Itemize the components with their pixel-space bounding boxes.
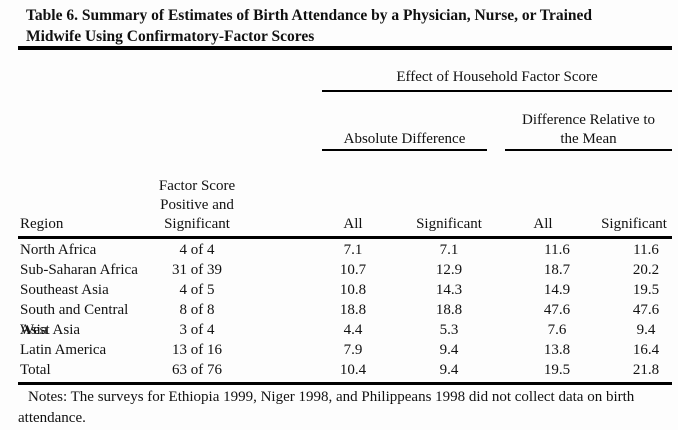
value-cell: 47.6 <box>632 302 660 318</box>
table-row: West Asia 3 of 4 4.4 5.3 7.6 9.4 <box>18 320 672 340</box>
value-cell: 5.3 <box>439 322 459 338</box>
subheader-difference-relative-to-mean-label: Difference Relative to the Mean <box>522 112 655 147</box>
value-cell: 13 of 16 <box>172 342 222 358</box>
value-cell: 4 of 5 <box>179 282 215 298</box>
region-cell: Latin America <box>20 342 107 358</box>
value-cell: 9.4 <box>636 322 656 338</box>
value-cell: 12.9 <box>435 262 463 278</box>
title-rule <box>18 46 672 50</box>
column-header-region: Region <box>20 216 64 232</box>
table-title: Table 6. Summary of Estimates of Birth A… <box>26 5 671 47</box>
value-cell: 10.7 <box>339 262 367 278</box>
value-cell: 4.4 <box>343 322 363 338</box>
subheader-absolute-difference-label: Absolute Difference <box>343 131 466 147</box>
table-body: North Africa 4 of 4 7.1 7.1 11.6 11.6 Sub-Saha… <box>18 240 672 380</box>
value-cell: 21.8 <box>632 362 660 378</box>
value-cell: 7.1 <box>343 242 363 258</box>
region-cell: Southeast Asia <box>20 282 109 298</box>
value-cell: 18.8 <box>435 302 463 318</box>
region-cell: Total <box>20 362 51 378</box>
value-cell: 31 of 39 <box>172 262 222 278</box>
value-cell: 19.5 <box>632 282 660 298</box>
column-header-factor-score: Factor Score Positive and Significant <box>158 178 236 232</box>
spanner-effect-of-household-factor-score: Effect of Household Factor Score <box>322 67 672 92</box>
value-cell: 13.8 <box>543 342 571 358</box>
value-cell: 63 of 76 <box>172 362 222 378</box>
value-cell: 47.6 <box>543 302 571 318</box>
value-cell: 14.9 <box>543 282 571 298</box>
value-cell: 9.4 <box>439 342 459 358</box>
region-cell: South and Central Asia <box>20 302 129 338</box>
value-cell: 14.3 <box>435 282 463 298</box>
value-cell: 16.4 <box>632 342 660 358</box>
value-cell: 20.2 <box>632 262 660 278</box>
column-header-all-relative: All <box>533 216 553 232</box>
value-cell: 11.6 <box>544 242 570 258</box>
region-cell: West Asia <box>20 322 81 338</box>
region-cell: North Africa <box>20 242 97 258</box>
value-cell: 11.6 <box>633 242 659 258</box>
region-cell: Sub-Saharan Africa <box>20 262 138 278</box>
subheader-absolute-difference: Absolute Difference <box>322 110 487 151</box>
table-row: Total 63 of 76 10.4 9.4 19.5 21.8 <box>18 360 672 380</box>
table-row: Latin America 13 of 16 7.9 9.4 13.8 16.4 <box>18 340 672 360</box>
subheader-difference-relative-to-mean: Difference Relative to the Mean <box>505 110 672 151</box>
table-row: North Africa 4 of 4 7.1 7.1 11.6 11.6 <box>18 240 672 260</box>
value-cell: 7.1 <box>439 242 459 258</box>
header-rule <box>18 236 672 239</box>
value-cell: 19.5 <box>543 362 571 378</box>
table-row: Sub-Saharan Africa 31 of 39 10.7 12.9 18.7 20… <box>18 260 672 280</box>
value-cell: 7.9 <box>343 342 363 358</box>
table-notes: Notes: The surveys for Ethiopia 1999, Ni… <box>18 389 635 426</box>
table-header-row: Region Factor Score Positive and Signifi… <box>18 170 672 234</box>
value-cell: 9.4 <box>439 362 459 378</box>
column-header-all-absolute: All <box>343 216 363 232</box>
value-cell: 7.6 <box>547 322 567 338</box>
bottom-rule <box>18 382 672 385</box>
table-row: South and Central Asia 8 of 8 18.8 18.8 47.6… <box>18 300 672 338</box>
title-line-2: Midwife Using Confirmatory-Factor Scores <box>26 28 315 45</box>
value-cell: 4 of 4 <box>179 242 215 258</box>
table-row: Southeast Asia 4 of 5 10.8 14.3 14.9 19.5 <box>18 280 672 300</box>
value-cell: 18.7 <box>543 262 571 278</box>
column-header-significant-relative: Significant <box>601 216 667 232</box>
value-cell: 3 of 4 <box>179 322 215 338</box>
value-cell: 10.4 <box>339 362 367 378</box>
title-line-1: Table 6. Summary of Estimates of Birth A… <box>26 7 593 24</box>
value-cell: 10.8 <box>339 282 367 298</box>
column-header-significant-absolute: Significant <box>416 216 482 232</box>
value-cell: 18.8 <box>339 302 367 318</box>
value-cell: 8 of 8 <box>179 302 215 318</box>
